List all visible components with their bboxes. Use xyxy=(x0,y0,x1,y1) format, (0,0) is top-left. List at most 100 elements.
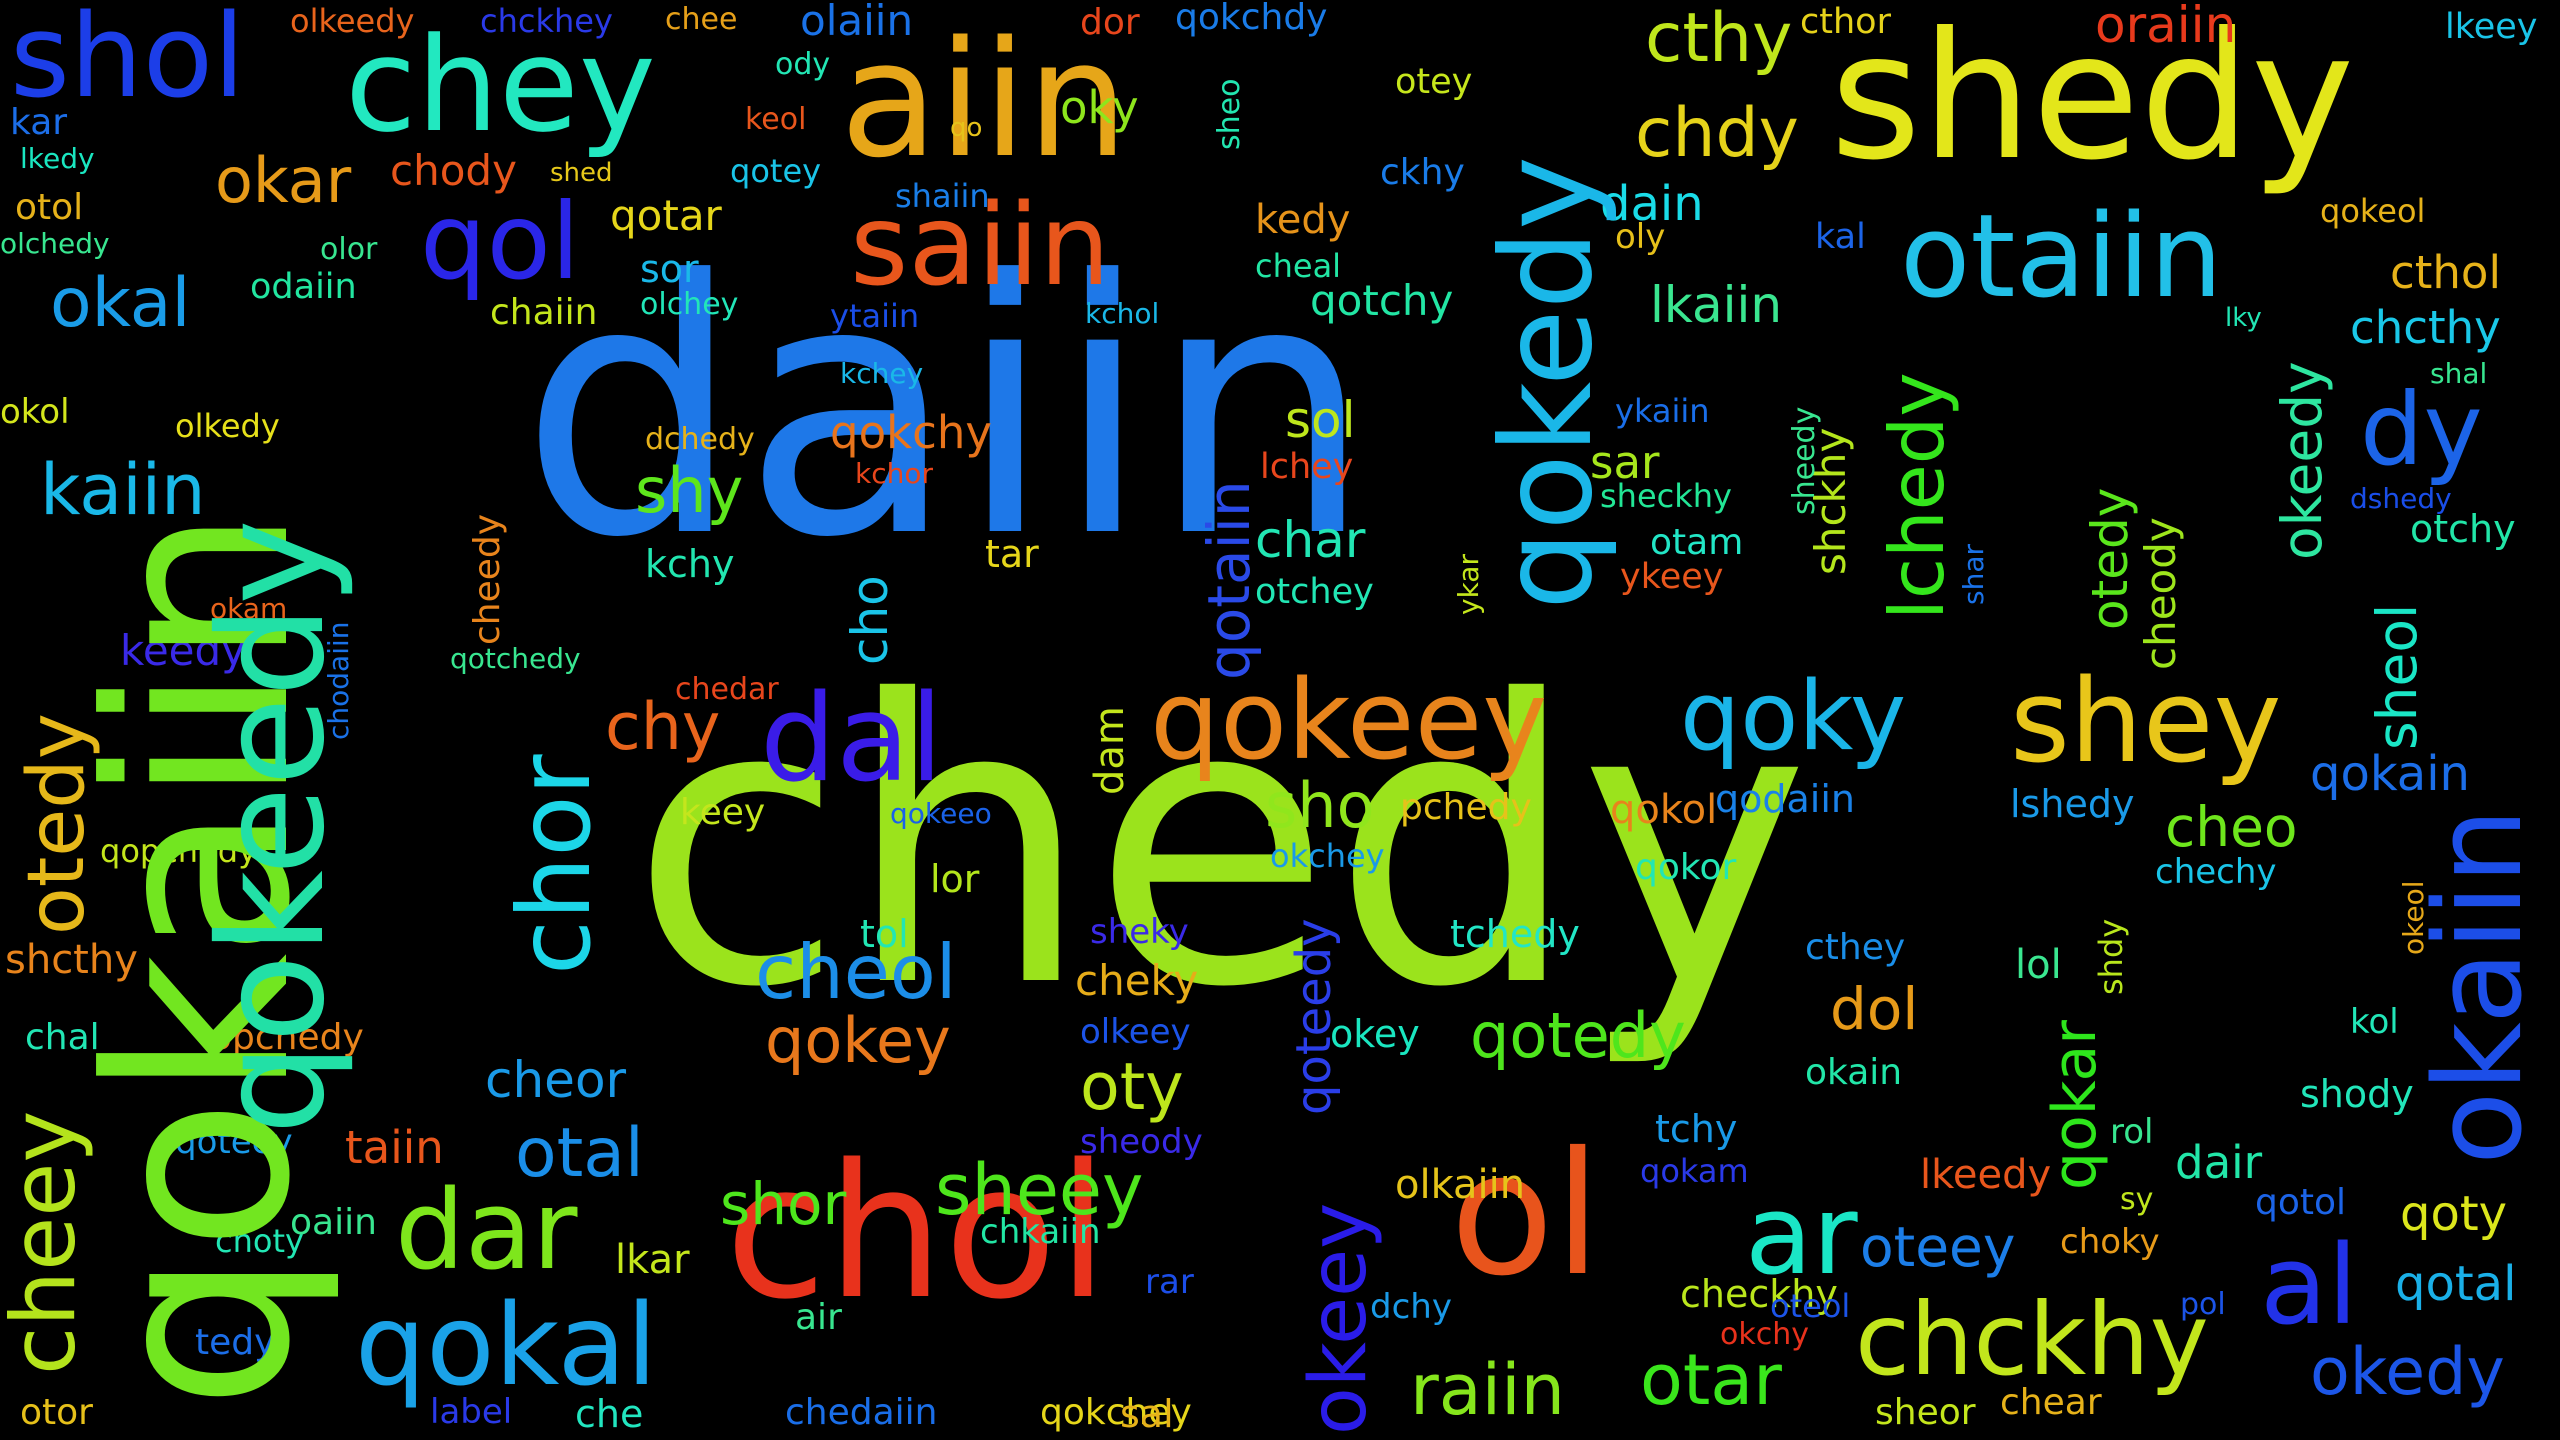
word: chy xyxy=(605,690,721,765)
word: otchey xyxy=(1255,572,1374,612)
word: olchedy xyxy=(0,227,110,260)
word: qokey xyxy=(765,1004,951,1077)
word: otal xyxy=(515,1114,644,1193)
word: sor xyxy=(640,247,699,291)
word: char xyxy=(1255,511,1366,569)
word: otchy xyxy=(2410,507,2516,551)
word: kal xyxy=(1815,217,1866,257)
word: dor xyxy=(1080,2,1140,43)
word: shal xyxy=(2430,357,2488,390)
word: kaiin xyxy=(40,449,206,531)
word: ckhy xyxy=(1380,152,1465,193)
word: chody xyxy=(390,146,517,195)
word-vertical: shdy xyxy=(2092,918,2130,995)
word: dshedy xyxy=(2350,482,2452,515)
word-vertical: qokeedy xyxy=(188,519,357,1135)
word-vertical: sheo xyxy=(1212,78,1247,150)
word: qokeey xyxy=(1150,656,1548,784)
word: qokchey xyxy=(1040,1392,1192,1433)
word: oly xyxy=(1615,217,1666,257)
word: okar xyxy=(215,144,352,217)
word: rol xyxy=(2110,1112,2154,1152)
word: oaiin xyxy=(290,1202,377,1243)
word: lkaiin xyxy=(1650,276,1783,334)
word: taiin xyxy=(345,1121,444,1174)
word: lor xyxy=(930,857,980,901)
word: lol xyxy=(2015,942,2062,988)
word: shy xyxy=(635,454,744,527)
word: qokeeo xyxy=(890,797,992,830)
word: chcthy xyxy=(2350,301,2501,354)
word: cheo xyxy=(2165,795,2298,859)
word: oteey xyxy=(1860,1215,2016,1279)
word: sheckhy xyxy=(1600,477,1732,515)
word-vertical: qokar xyxy=(2040,1020,2110,1190)
word: kol xyxy=(2350,1002,2399,1042)
word: sol xyxy=(1285,391,1356,449)
word: oky xyxy=(1060,81,1139,134)
word: kedy xyxy=(1255,197,1351,243)
word: olkaiin xyxy=(1395,1162,1526,1208)
word: checkhy xyxy=(1680,1272,1838,1316)
word: keedy xyxy=(120,626,247,675)
word: kchy xyxy=(645,542,735,586)
word: chol xyxy=(725,1124,1109,1340)
word-vertical: chor xyxy=(496,754,613,975)
word: lkeey xyxy=(2445,7,2538,47)
word: qokain xyxy=(2310,746,2470,802)
word: qotal xyxy=(2395,1256,2517,1312)
word: lkar xyxy=(615,1237,690,1283)
word: okam xyxy=(210,592,288,625)
word: ody xyxy=(775,47,831,82)
word: chechy xyxy=(2155,852,2277,892)
word: cthor xyxy=(1800,2,1891,42)
word: ol xyxy=(1450,1116,1602,1314)
word: al xyxy=(2260,1221,2358,1349)
word: lshedy xyxy=(2010,782,2135,826)
word-vertical: qotaiin xyxy=(1195,480,1263,680)
word-vertical: cho xyxy=(841,575,899,665)
word-vertical: shar xyxy=(1957,543,1990,605)
word: qokeol xyxy=(2320,192,2426,230)
word: qokam xyxy=(1640,1152,1749,1190)
word: okol xyxy=(0,392,70,432)
word: olaiin xyxy=(800,0,914,45)
word: qol xyxy=(420,181,581,303)
word: qotchedy xyxy=(450,642,581,675)
word: olkedy xyxy=(175,407,280,445)
word: qotol xyxy=(2255,1182,2347,1223)
word: sy xyxy=(2120,1182,2154,1217)
word: lkeedy xyxy=(1920,1152,2052,1198)
word: qokchdy xyxy=(1175,0,1328,38)
word: qo xyxy=(950,113,983,143)
word: sheody xyxy=(1080,1122,1203,1162)
word: oraiin xyxy=(2095,0,2237,54)
word: ytaiin xyxy=(830,297,920,335)
word-vertical: dam xyxy=(1087,706,1133,795)
word: sar xyxy=(1590,436,1660,489)
word: dar xyxy=(395,1166,578,1294)
word: qokol xyxy=(1610,787,1718,833)
word: dol xyxy=(1830,975,1919,1043)
word: otar xyxy=(1640,1339,1782,1421)
word: oty xyxy=(1080,1050,1184,1125)
word: chedar xyxy=(675,672,779,707)
word: air xyxy=(795,1297,842,1338)
word: qokor xyxy=(1635,847,1737,888)
word: daiin xyxy=(520,206,1373,614)
word: tchedy xyxy=(1450,912,1580,956)
word: chey xyxy=(345,9,656,161)
word: raiin xyxy=(1410,1349,1565,1431)
word: qodaiin xyxy=(1715,777,1855,821)
word: chee xyxy=(665,2,738,37)
word: qoty xyxy=(2400,1186,2508,1242)
word: dain xyxy=(1600,176,1704,232)
word: choty xyxy=(215,1222,304,1260)
word: okain xyxy=(1805,1052,1903,1093)
word: otor xyxy=(20,1392,93,1433)
word: qokchy xyxy=(830,406,993,459)
word: chaiin xyxy=(490,292,598,333)
word: label xyxy=(430,1392,513,1432)
word: cthey xyxy=(1805,927,1906,968)
